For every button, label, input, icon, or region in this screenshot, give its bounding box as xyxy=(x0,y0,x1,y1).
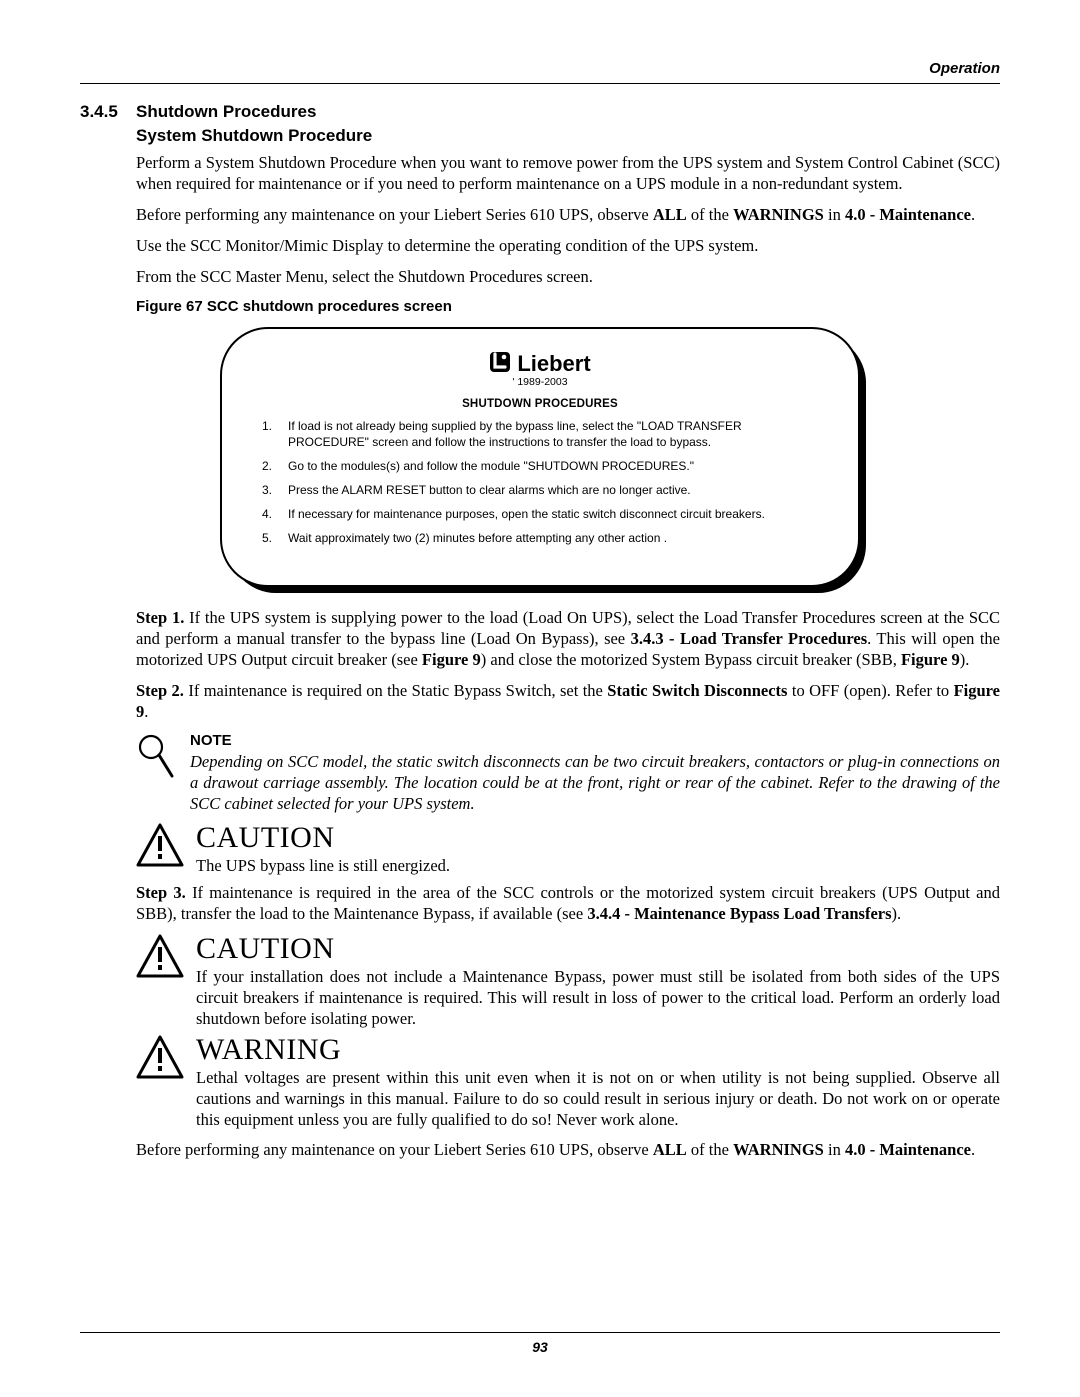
list-item: 1.If load is not already being supplied … xyxy=(262,418,818,450)
liebert-logo-icon xyxy=(489,351,511,378)
liebert-logo-text: Liebert xyxy=(517,351,590,377)
paragraph: From the SCC Master Menu, select the Shu… xyxy=(136,266,1000,287)
step-paragraph: Step 2. If maintenance is required on th… xyxy=(136,680,1000,722)
screen-panel: Liebert ' 1989-2003 SHUTDOWN PROCEDURES … xyxy=(220,327,860,587)
screen-title: SHUTDOWN PROCEDURES xyxy=(262,398,818,410)
caution-triangle-icon xyxy=(136,934,184,983)
paragraph: Before performing any maintenance on you… xyxy=(136,204,1000,225)
caution-title: CAUTION xyxy=(196,934,1000,964)
copyright-text: ' 1989-2003 xyxy=(262,376,818,388)
document-page: Operation 3.4.5Shutdown Procedures Syste… xyxy=(0,0,1080,1210)
warning-title: WARNING xyxy=(196,1035,1000,1065)
section-number: 3.4.5 xyxy=(80,102,136,122)
paragraph: Use the SCC Monitor/Mimic Display to det… xyxy=(136,235,1000,256)
note-block: NOTE Depending on SCC model, the static … xyxy=(136,732,1000,814)
list-item: 3.Press the ALARM RESET button to clear … xyxy=(262,482,818,498)
caution-text: The UPS bypass line is still energized. xyxy=(196,855,1000,876)
section-subtitle: System Shutdown Procedure xyxy=(136,126,1000,146)
caution-triangle-icon xyxy=(136,823,184,872)
warning-text: Lethal voltages are present within this … xyxy=(196,1067,1000,1130)
running-header: Operation xyxy=(80,60,1000,84)
section-heading: 3.4.5Shutdown Procedures xyxy=(80,102,1000,122)
screen-logo: Liebert xyxy=(262,351,818,378)
list-item: 5.Wait approximately two (2) minutes bef… xyxy=(262,530,818,546)
paragraph: Before performing any maintenance on you… xyxy=(136,1139,1000,1160)
caution-text: If your installation does not include a … xyxy=(196,966,1000,1029)
screen-list: 1.If load is not already being supplied … xyxy=(262,418,818,547)
step-paragraph: Step 1. If the UPS system is supplying p… xyxy=(136,607,1000,670)
step-paragraph: Step 3. If maintenance is required in th… xyxy=(136,882,1000,924)
figure-caption: Figure 67 SCC shutdown procedures screen xyxy=(136,298,1000,315)
note-text: Depending on SCC model, the static switc… xyxy=(190,751,1000,814)
warning-block: WARNING Lethal voltages are present with… xyxy=(136,1035,1000,1130)
page-number: 93 xyxy=(532,1339,548,1355)
note-title: NOTE xyxy=(190,732,1000,749)
caution-title: CAUTION xyxy=(196,823,1000,853)
section-title: Shutdown Procedures xyxy=(136,102,316,121)
list-item: 4.If necessary for maintenance purposes,… xyxy=(262,506,818,522)
caution-block: CAUTION The UPS bypass line is still ene… xyxy=(136,823,1000,876)
list-item: 2.Go to the modules(s) and follow the mo… xyxy=(262,458,818,474)
magnifier-icon xyxy=(136,732,176,814)
caution-block: CAUTION If your installation does not in… xyxy=(136,934,1000,1029)
page-footer: 93 xyxy=(80,1332,1000,1355)
paragraph: Perform a System Shutdown Procedure when… xyxy=(136,152,1000,194)
warning-triangle-icon xyxy=(136,1035,184,1084)
figure-screen: Liebert ' 1989-2003 SHUTDOWN PROCEDURES … xyxy=(220,327,860,587)
